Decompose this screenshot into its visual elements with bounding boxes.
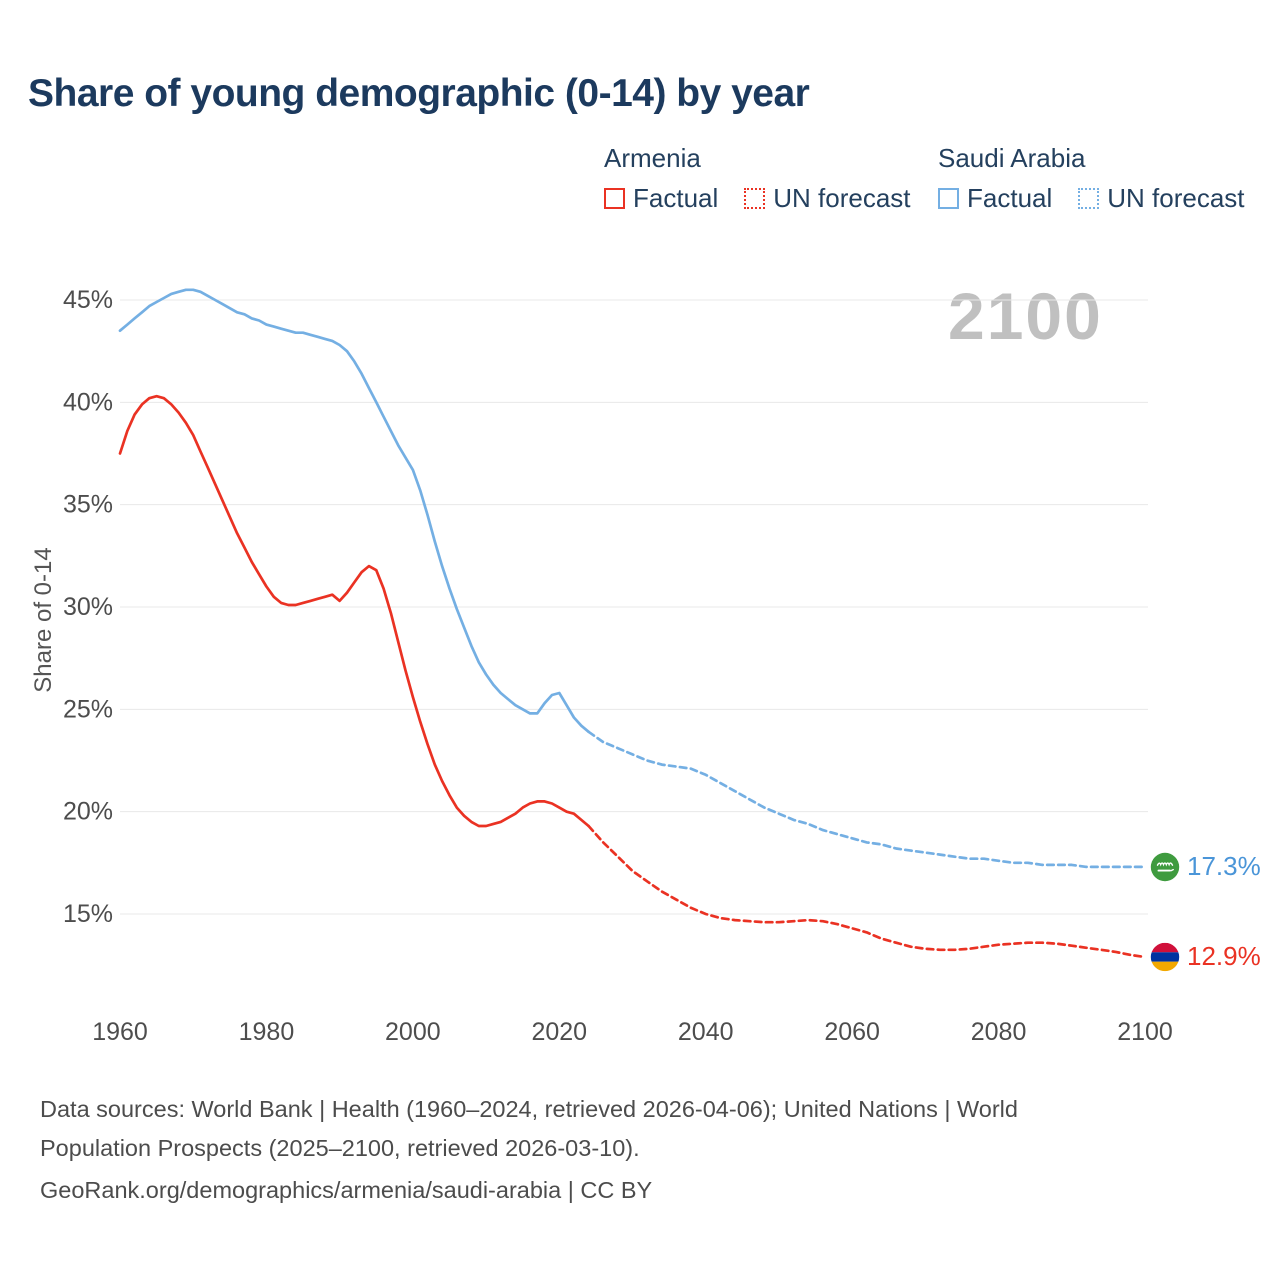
armenia-flag-icon (1150, 942, 1180, 971)
x-axis-tick-label: 1980 (239, 1018, 295, 1046)
y-axis-title: Share of 0-14 (30, 547, 57, 693)
y-axis-tick-label: 35% (63, 491, 113, 519)
end-value-saudi: 17.3% (1187, 851, 1261, 881)
series-line-saudi-factual (118, 288, 590, 734)
footer-data-sources-line1: Data sources: World Bank | Health (1960–… (40, 1096, 1018, 1122)
legend-item-label: UN forecast (773, 183, 911, 213)
armenia-forecast-swatch-icon (744, 188, 766, 209)
footer-attribution: GeoRank.org/demographics/armenia/saudi-a… (40, 1177, 653, 1203)
y-axis-tick-label: 15% (63, 900, 113, 928)
x-axis-tick-label: 2000 (385, 1018, 441, 1046)
footer-data-sources-line2: Population Prospects (2025–2100, retriev… (40, 1135, 640, 1161)
legend-item-saudi-forecast[interactable]: UN forecast (1078, 183, 1245, 214)
series-line-armenia-forecast (587, 824, 1147, 959)
y-axis-tick-label: 30% (63, 593, 113, 621)
legend-item-label: UN forecast (1107, 183, 1245, 213)
saudi-forecast-swatch-icon (1078, 188, 1100, 209)
saudi-arabia-flag-icon (1150, 852, 1180, 881)
legend-item-armenia-factual[interactable]: Factual (604, 183, 718, 214)
watermark-year: 2100 (948, 279, 1103, 353)
end-value-armenia: 12.9% (1187, 941, 1261, 971)
x-axis-tick-label: 2040 (678, 1018, 734, 1046)
end-label-saudi-arabia: 17.3% (1150, 851, 1261, 882)
legend-armenia-header: Armenia (604, 143, 701, 173)
legend-group-saudi-arabia: Saudi Arabia Factual UN forecast (938, 143, 1245, 214)
y-axis-tick-label: 20% (63, 798, 113, 826)
x-axis-tick-label: 2080 (971, 1018, 1027, 1046)
series-line-saudi-forecast (587, 730, 1147, 869)
saudi-factual-swatch-icon (938, 188, 959, 209)
legend-item-label: Factual (967, 183, 1053, 213)
page-title: Share of young demographic (0-14) by yea… (28, 72, 810, 115)
armenia-factual-swatch-icon (604, 188, 625, 209)
y-axis-tick-label: 25% (63, 695, 113, 723)
legend-item-label: Factual (633, 183, 719, 213)
x-axis-tick-label: 2020 (531, 1018, 587, 1046)
legend-group-armenia: Armenia Factual UN forecast (604, 143, 911, 214)
y-axis-tick-label: 45% (63, 286, 113, 314)
x-axis-tick-label: 2100 (1117, 1018, 1173, 1046)
legend-saudi-header: Saudi Arabia (938, 143, 1086, 173)
end-label-armenia: 12.9% (1150, 941, 1261, 972)
series-line-armenia-factual (118, 394, 590, 828)
x-axis-tick-label: 1960 (92, 1018, 148, 1046)
legend-item-saudi-factual[interactable]: Factual (938, 183, 1052, 214)
legend-armenia-items: Factual UN forecast (604, 183, 911, 214)
footer: Data sources: World Bank | Health (1960–… (40, 1090, 1018, 1210)
legend-saudi-items: Factual UN forecast (938, 183, 1245, 214)
legend-item-armenia-forecast[interactable]: UN forecast (744, 183, 911, 214)
x-axis-tick-label: 2060 (824, 1018, 880, 1046)
y-axis-tick-label: 40% (63, 388, 113, 416)
